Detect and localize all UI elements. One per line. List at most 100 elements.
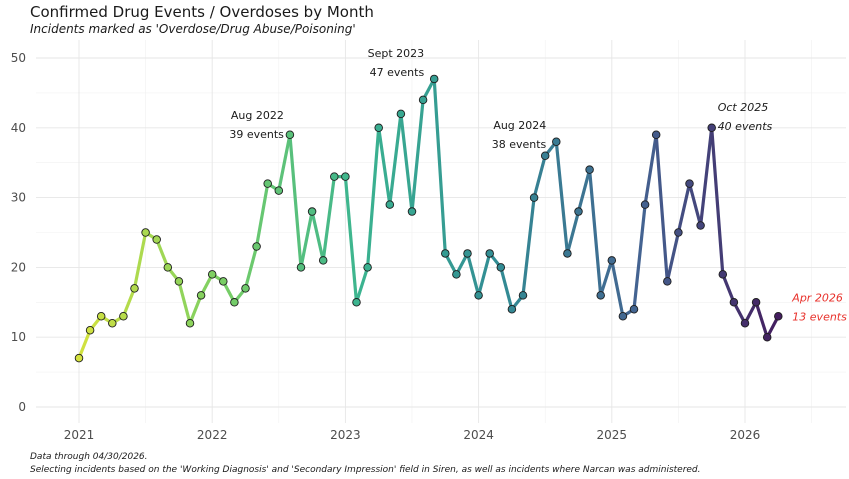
data-point	[263, 179, 272, 188]
data-point	[485, 249, 494, 258]
data-point	[352, 298, 361, 307]
data-point	[296, 263, 306, 272]
data-point	[141, 228, 150, 237]
data-point	[285, 130, 295, 140]
line-segment	[310, 209, 325, 263]
y-tick-label: 10	[11, 330, 26, 344]
line-segment	[576, 168, 592, 214]
line-segment	[388, 112, 403, 207]
line-segment	[121, 286, 137, 318]
data-point	[474, 291, 483, 300]
line-segment	[687, 182, 703, 228]
line-segment	[754, 300, 769, 339]
data-point	[707, 123, 716, 133]
annotation-label: 40 events	[718, 120, 773, 133]
line-segment	[710, 126, 725, 276]
data-point	[563, 249, 572, 258]
data-point	[618, 312, 628, 321]
y-tick-label: 50	[11, 51, 26, 65]
line-segment	[277, 133, 292, 193]
line-segment	[432, 77, 447, 256]
data-point	[685, 179, 694, 188]
data-point	[729, 298, 739, 307]
line-segment	[155, 237, 170, 269]
data-point	[174, 277, 184, 286]
annotation-label: Apr 2026	[791, 291, 843, 304]
data-point	[640, 200, 650, 209]
y-tick-label: 0	[18, 400, 26, 414]
data-point	[396, 109, 406, 119]
data-point	[463, 249, 472, 258]
y-tick-label: 30	[11, 191, 26, 205]
data-point	[252, 242, 261, 251]
line-segment	[532, 154, 547, 200]
line-segment	[77, 328, 92, 360]
data-point	[219, 277, 228, 286]
line-segment	[366, 126, 381, 269]
annotation-label: 47 events	[370, 66, 425, 79]
annotation-label: Aug 2022	[231, 109, 284, 122]
line-segment	[343, 175, 359, 304]
data-point	[307, 207, 317, 216]
data-point	[452, 270, 461, 279]
data-point	[663, 277, 672, 286]
data-point	[585, 165, 594, 174]
line-segment	[521, 196, 536, 297]
annotations: Aug 2022 39 events Sept 2023 47 events Aug 2…	[229, 47, 847, 323]
line-segment	[255, 182, 270, 249]
line-segment	[477, 251, 492, 297]
annotation-label: Aug 2024	[493, 119, 546, 132]
line-segment	[554, 140, 570, 256]
data-point	[385, 200, 395, 209]
data-point	[108, 318, 117, 328]
annotation-label: Oct 2025	[718, 101, 769, 114]
line-segment	[132, 230, 148, 290]
annotation-label: 39 events	[229, 128, 284, 141]
line-segment	[632, 202, 647, 311]
data-point	[574, 207, 583, 216]
y-tick-label: 20	[11, 260, 26, 274]
line-segment	[299, 209, 314, 269]
data-point	[429, 74, 439, 84]
line-segment	[354, 265, 370, 304]
line-segment	[465, 251, 481, 297]
line-segment	[499, 265, 514, 311]
data-point	[751, 298, 761, 307]
axis-ticks: 0 10 20 30 40 50 2021 2022 2023 2024 2025 2026	[11, 51, 761, 442]
data-point	[363, 263, 372, 272]
data-point	[152, 235, 161, 244]
data-point	[507, 305, 517, 314]
line-segment	[399, 112, 414, 214]
caption-selection-note: Selecting incidents based on the 'Workin…	[30, 465, 701, 475]
data-point	[740, 318, 750, 328]
line-segment	[321, 175, 336, 263]
caption-data-through: Data through 04/30/2026.	[30, 452, 148, 462]
data-point	[718, 270, 728, 279]
x-tick-label: 2022	[197, 428, 228, 442]
data-point	[774, 312, 783, 321]
data-point	[441, 249, 450, 258]
data-point	[540, 151, 550, 160]
line-segment	[654, 133, 669, 283]
data-point	[552, 137, 561, 147]
x-tick-label: 2025	[597, 428, 628, 442]
data-point	[185, 318, 195, 328]
data-point	[230, 298, 239, 307]
data-point	[651, 130, 661, 140]
data-point	[74, 353, 84, 363]
data-point	[130, 284, 139, 293]
data-point	[163, 263, 173, 272]
data-point	[96, 312, 106, 321]
annotation-label: 13 events	[792, 310, 847, 323]
annotation-label: 38 events	[492, 138, 547, 151]
x-tick-label: 2024	[463, 428, 494, 442]
line-segment	[288, 133, 303, 269]
line-segment	[565, 209, 581, 256]
data-point	[85, 325, 95, 335]
line-segment	[599, 258, 614, 297]
annotation-label: Sept 2023	[368, 47, 425, 60]
line-segment	[410, 98, 425, 214]
data-point	[674, 228, 683, 237]
data-point	[529, 193, 539, 202]
